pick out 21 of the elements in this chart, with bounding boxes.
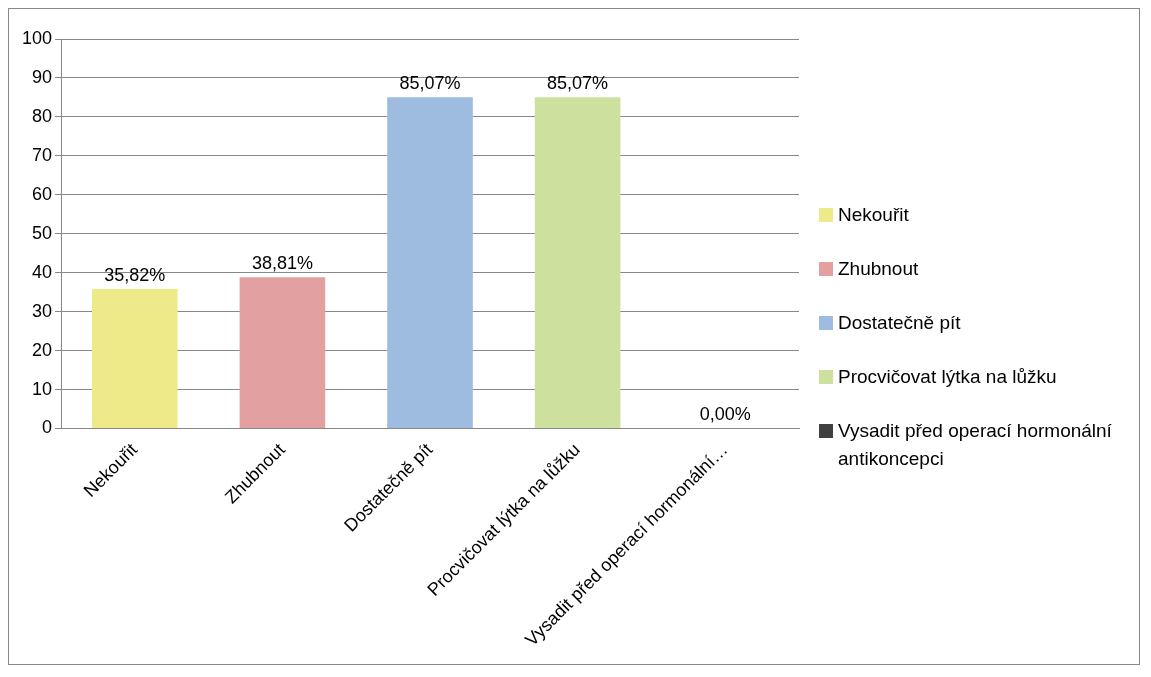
y-tick-label: 100	[21, 27, 53, 48]
y-tick-label: 90	[32, 66, 53, 87]
data-label: 38,81%	[251, 253, 313, 274]
y-tick-label: 80	[32, 105, 53, 126]
legend-label: Procvičovat lýtka na lůžku	[838, 364, 1057, 389]
legend-label: Nekouřit	[838, 202, 909, 227]
legend-label: Vysadit před operací hormonální antikoncepci	[838, 418, 1113, 471]
data-label: 85,07%	[399, 73, 461, 94]
y-tick-label: 20	[32, 339, 53, 360]
legend-label: Dostatečně pít	[838, 310, 961, 335]
y-tick-label: 60	[32, 183, 53, 204]
data-label: 35,82%	[104, 264, 166, 285]
y-tick-label: 40	[32, 261, 53, 282]
legend-label: Zhubnout	[838, 256, 919, 281]
y-tick-label: 30	[32, 300, 53, 321]
data-label: 0,00%	[699, 404, 751, 425]
y-tick-label: 50	[32, 222, 53, 243]
y-tick-label: 0	[42, 417, 53, 438]
y-tick-label: 70	[32, 144, 53, 165]
data-label: 85,07%	[547, 73, 609, 94]
y-tick-label: 10	[32, 378, 53, 399]
